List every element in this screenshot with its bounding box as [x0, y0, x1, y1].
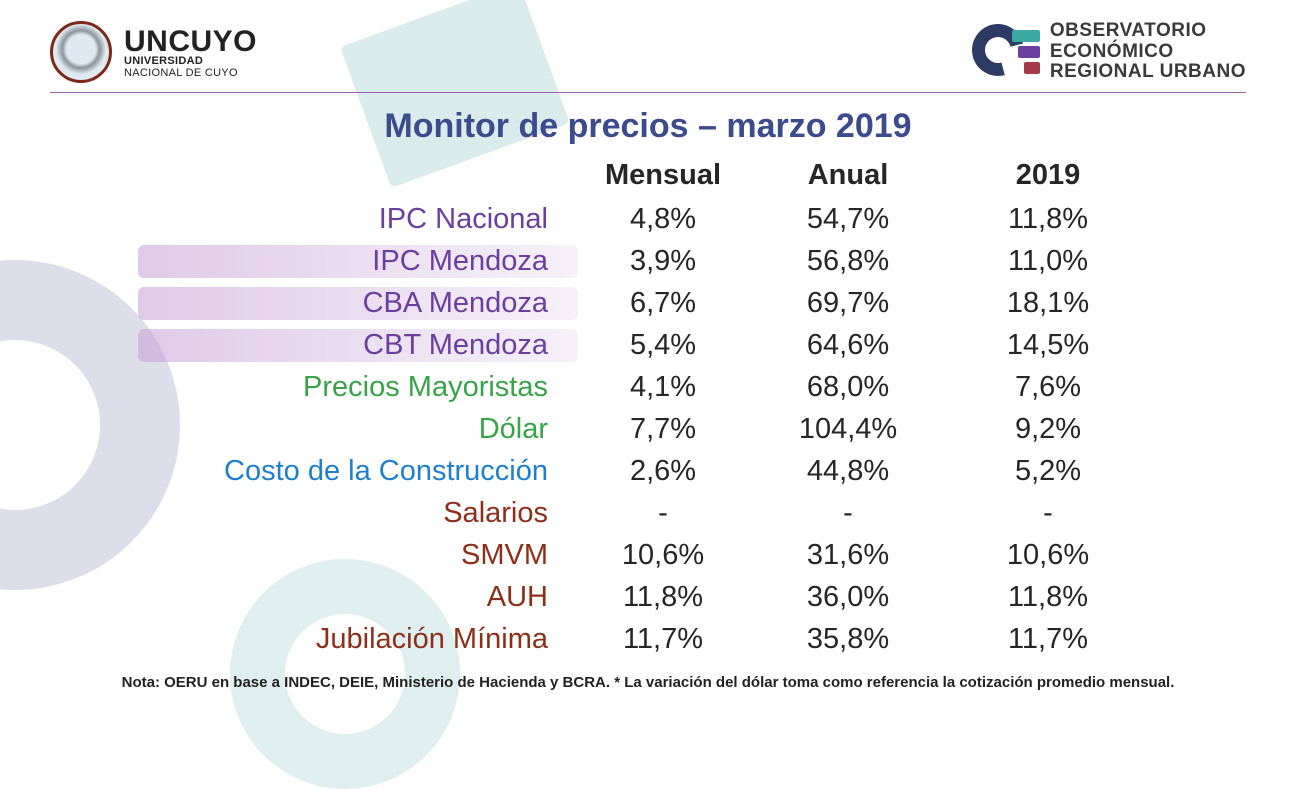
table-header-row: Mensual Anual 2019 [138, 152, 1158, 198]
logo-observatorio: OBSERVATORIO ECONÓMICO REGIONAL URBANO [972, 20, 1246, 84]
footnote: Nota: OERU en base a INDEC, DEIE, Minist… [50, 674, 1246, 691]
row-label: Precios Mayoristas [138, 371, 578, 404]
table-row: CBA Mendoza6,7%69,7%18,1% [138, 282, 1158, 324]
observatorio-line3: REGIONAL URBANO [1050, 62, 1246, 83]
row-label: Salarios [138, 497, 578, 530]
cell-anual: 104,4% [748, 413, 948, 446]
cell-y2019: 9,2% [948, 413, 1148, 446]
observatorio-text: OBSERVATORIO ECONÓMICO REGIONAL URBANO [1050, 21, 1246, 84]
cell-y2019: 11,0% [948, 245, 1148, 278]
cell-mensual: - [578, 497, 748, 530]
row-label: CBA Mendoza [138, 287, 578, 320]
row-label: Costo de la Construcción [138, 455, 578, 488]
cell-y2019: 18,1% [948, 287, 1148, 320]
cell-y2019: 10,6% [948, 539, 1148, 572]
cell-anual: 68,0% [748, 371, 948, 404]
cell-anual: 44,8% [748, 455, 948, 488]
observatorio-line2: ECONÓMICO [1050, 42, 1246, 63]
table-row: Jubilación Mínima11,7%35,8%11,7% [138, 618, 1158, 660]
cell-mensual: 4,8% [578, 203, 748, 236]
cell-mensual: 4,1% [578, 371, 748, 404]
cell-anual: 31,6% [748, 539, 948, 572]
cell-y2019: 5,2% [948, 455, 1148, 488]
logo-uncuyo: UNCUYO UNIVERSIDAD NACIONAL DE CUYO [50, 21, 257, 83]
table-row: Dólar7,7%104,4%9,2% [138, 408, 1158, 450]
cell-mensual: 2,6% [578, 455, 748, 488]
row-label: CBT Mendoza [138, 329, 578, 362]
cell-y2019: 14,5% [948, 329, 1148, 362]
uncuyo-text: UNCUYO UNIVERSIDAD NACIONAL DE CUYO [124, 25, 257, 79]
table-row: Precios Mayoristas4,1%68,0%7,6% [138, 366, 1158, 408]
cell-anual: 54,7% [748, 203, 948, 236]
page-title: Monitor de precios – marzo 2019 [50, 107, 1246, 146]
uncuyo-seal-icon [50, 21, 112, 83]
cell-mensual: 3,9% [578, 245, 748, 278]
col-mensual: Mensual [578, 159, 748, 192]
row-label: SMVM [138, 539, 578, 572]
row-label: Jubilación Mínima [138, 623, 578, 656]
row-label: Dólar [138, 413, 578, 446]
cell-mensual: 10,6% [578, 539, 748, 572]
table-row: AUH11,8%36,0%11,8% [138, 576, 1158, 618]
row-label: IPC Mendoza [138, 245, 578, 278]
cell-anual: - [748, 497, 948, 530]
cell-y2019: 11,7% [948, 623, 1148, 656]
uncuyo-sub2: NACIONAL DE CUYO [124, 67, 257, 79]
cell-anual: 36,0% [748, 581, 948, 614]
table-row: Salarios--- [138, 492, 1158, 534]
cell-y2019: - [948, 497, 1148, 530]
table-row: CBT Mendoza5,4%64,6%14,5% [138, 324, 1158, 366]
table-row: IPC Nacional4,8%54,7%11,8% [138, 198, 1158, 240]
cell-mensual: 5,4% [578, 329, 748, 362]
table-row: Costo de la Construcción2,6%44,8%5,2% [138, 450, 1158, 492]
cell-y2019: 7,6% [948, 371, 1148, 404]
price-table: Mensual Anual 2019 IPC Nacional4,8%54,7%… [138, 152, 1158, 660]
table-row: IPC Mendoza3,9%56,8%11,0% [138, 240, 1158, 282]
col-2019: 2019 [948, 159, 1148, 192]
cell-anual: 35,8% [748, 623, 948, 656]
cell-mensual: 11,7% [578, 623, 748, 656]
uncuyo-brand: UNCUYO [124, 25, 257, 59]
cell-anual: 69,7% [748, 287, 948, 320]
cell-anual: 64,6% [748, 329, 948, 362]
table-body: IPC Nacional4,8%54,7%11,8%IPC Mendoza3,9… [138, 198, 1158, 660]
cell-anual: 56,8% [748, 245, 948, 278]
cell-y2019: 11,8% [948, 203, 1148, 236]
page: UNCUYO UNIVERSIDAD NACIONAL DE CUYO OBSE… [0, 0, 1296, 729]
col-anual: Anual [748, 159, 948, 192]
row-label: IPC Nacional [138, 203, 578, 236]
cell-mensual: 7,7% [578, 413, 748, 446]
observatorio-mark-icon [972, 20, 1036, 84]
cell-mensual: 11,8% [578, 581, 748, 614]
cell-y2019: 11,8% [948, 581, 1148, 614]
table-row: SMVM10,6%31,6%10,6% [138, 534, 1158, 576]
cell-mensual: 6,7% [578, 287, 748, 320]
header: UNCUYO UNIVERSIDAD NACIONAL DE CUYO OBSE… [50, 20, 1246, 93]
row-label: AUH [138, 581, 578, 614]
observatorio-line1: OBSERVATORIO [1050, 21, 1246, 42]
